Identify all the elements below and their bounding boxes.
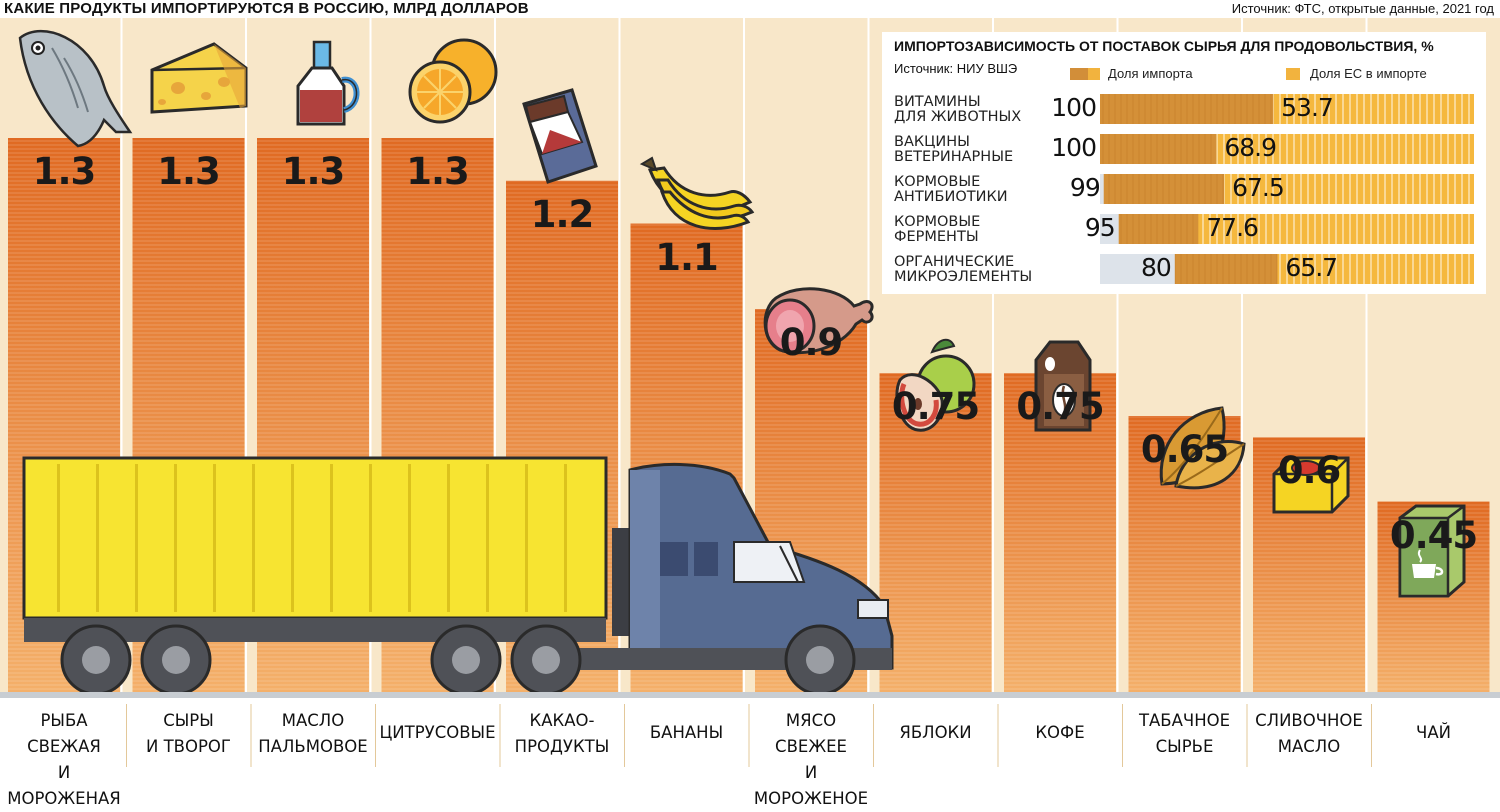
- inset-row-1: [1100, 134, 1474, 164]
- inset-bar-eu: [1198, 214, 1474, 244]
- bar-value-label: 0.65: [1140, 428, 1229, 471]
- inset-row-0: [1100, 94, 1474, 124]
- inset-bar-eu: [1277, 254, 1474, 284]
- inset-eu-value: 68.9: [1224, 133, 1277, 162]
- column-gap: [120, 18, 123, 694]
- inset-category-label: ВИТАМИНЫ ДЛЯ ЖИВОТНЫХ: [894, 94, 1022, 125]
- legend-swatch-eu: [1286, 68, 1300, 80]
- chart-source: Источник: ФТС, открытые данные, 2021 год: [1231, 1, 1494, 16]
- category-label: БАНАНЫ: [649, 723, 724, 742]
- ham-icon: [763, 287, 874, 355]
- category-label: МАСЛО ПАЛЬМОВОЕ: [258, 711, 368, 756]
- banana-icon: [639, 156, 755, 230]
- inset-import-value: 99: [1069, 173, 1101, 202]
- inset-import-value: 100: [1051, 133, 1097, 162]
- chocolate-icon: [522, 88, 598, 184]
- inset-bar-eu: [1224, 174, 1474, 204]
- bar-value-label: 1.3: [157, 150, 221, 193]
- inset-import-value: 95: [1084, 213, 1116, 242]
- inset-category-label: ОРГАНИЧЕСКИЕ МИКРОЭЛЕМЕНТЫ: [894, 254, 1033, 285]
- category-label: КОФЕ: [1035, 723, 1085, 742]
- icons-group: [18, 29, 1466, 696]
- column-gap: [743, 18, 745, 694]
- chart-title: КАКИЕ ПРОДУКТЫ ИМПОРТИРУЮТСЯ В РОССИЮ, М…: [4, 0, 529, 17]
- inset-bar-eu: [1216, 134, 1474, 164]
- bar-value-label: 0.75: [1016, 385, 1104, 429]
- oil-bottle-icon: [296, 40, 360, 126]
- bar-value-label: 0.45: [1389, 513, 1478, 557]
- column-gap: [369, 18, 372, 694]
- inset-eu-value: 67.5: [1232, 173, 1285, 202]
- bar-value-label: 0.75: [891, 385, 980, 429]
- column-gap: [1241, 18, 1243, 694]
- bar-value-label: 1.3: [32, 150, 97, 193]
- inset-row-4: [1100, 254, 1474, 284]
- inset-source: Источник: НИУ ВШЭ: [894, 61, 1018, 76]
- inset-eu-value: 77.6: [1206, 213, 1259, 242]
- category-label: ЦИТРУСОВЫЕ: [379, 723, 496, 742]
- bar-value-label: 0.6: [1277, 449, 1342, 493]
- column-gap: [867, 18, 870, 694]
- column-gap: [618, 18, 621, 694]
- fish-icon: [18, 29, 133, 148]
- inset-bars: [1100, 94, 1474, 284]
- bar-value-label: 1.3: [406, 150, 470, 193]
- legend-label-import: Доля импорта: [1108, 66, 1193, 81]
- category-label: ЧАЙ: [1416, 723, 1451, 742]
- bar-7: [879, 373, 992, 694]
- legend-label-eu: Доля ЕС в импорте: [1310, 66, 1427, 81]
- inset-eu-value: 65.7: [1285, 253, 1338, 282]
- bar-value-label: 0.9: [779, 321, 844, 365]
- inset-category-label: КОРМОВЫЕ ФЕРМЕНТЫ: [894, 214, 981, 245]
- inset-title: ИМПОРТОЗАВИСИМОСТЬ ОТ ПОСТАВОК СЫРЬЯ ДЛЯ…: [894, 38, 1434, 54]
- bar-value-label: 1.3: [281, 150, 346, 193]
- column-separators: [120, 18, 1368, 694]
- column-gap: [1116, 18, 1119, 694]
- tea-box-icon: [1398, 504, 1466, 598]
- baseline: [0, 692, 1500, 698]
- inset-row-3: [1100, 214, 1474, 244]
- apple-icon: [895, 338, 976, 432]
- truck-icon: [22, 456, 894, 696]
- inset-category-label: КОРМОВЫЕ АНТИБИОТИКИ: [894, 174, 1008, 205]
- category-label: РЫБА СВЕЖАЯ И МОРОЖЕНАЯ: [7, 711, 121, 808]
- column-gap: [245, 18, 247, 694]
- inset-bar-eu: [1273, 94, 1474, 124]
- inset-import-value: 100: [1051, 93, 1097, 122]
- category-label: ЯБЛОКИ: [899, 723, 972, 742]
- category-label: МЯСО СВЕЖЕЕ И МОРОЖЕНОЕ: [753, 711, 869, 808]
- orange-icon: [408, 38, 498, 124]
- cheese-icon: [150, 42, 248, 114]
- inset-category-label: ВАКЦИНЫ ВЕТЕРИНАРНЫЕ: [894, 134, 1014, 165]
- butter-icon: [1272, 456, 1350, 514]
- category-label: ТАБАЧНОЕ СЫРЬЕ: [1138, 711, 1231, 756]
- column-gap: [494, 18, 496, 694]
- inset-row-2: [1100, 174, 1474, 204]
- bar-value-label: 1.2: [530, 192, 595, 236]
- column-gap: [1365, 18, 1368, 694]
- category-label: КАКАО- ПРОДУКТЫ: [514, 711, 610, 756]
- inset-eu-value: 53.7: [1281, 93, 1334, 122]
- coffee-bag-icon: [1034, 340, 1092, 432]
- category-separators: [126, 704, 1372, 767]
- category-label: СЫРЫ И ТВОРОГ: [146, 711, 231, 756]
- column-gap: [992, 18, 994, 694]
- import-dependency-panel: ИМПОРТОЗАВИСИМОСТЬ ОТ ПОСТАВОК СЫРЬЯ ДЛЯ…: [882, 32, 1486, 294]
- bar-value-label: 1.1: [655, 235, 719, 279]
- bar-texture: [879, 373, 992, 694]
- inset-import-value: 80: [1140, 253, 1172, 282]
- category-label: СЛИВОЧНОЕ МАСЛО: [1255, 711, 1363, 756]
- tobacco-leaf-icon: [1159, 406, 1246, 490]
- legend-swatch-import: [1070, 68, 1100, 80]
